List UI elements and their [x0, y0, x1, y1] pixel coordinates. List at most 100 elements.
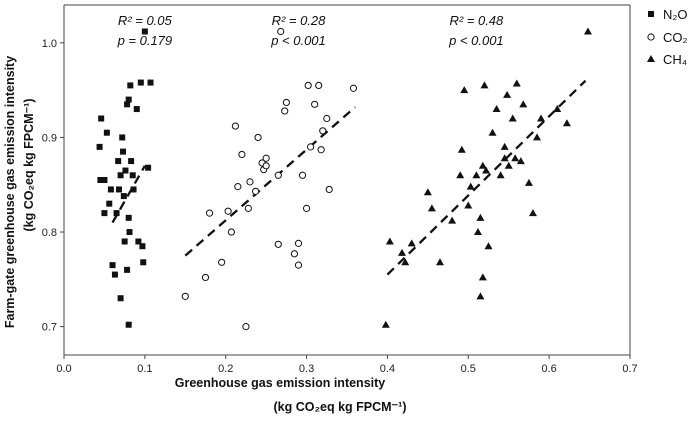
data-point-circle: [274, 171, 282, 179]
data-point-circle: [349, 84, 358, 92]
data-point-circle: [262, 154, 270, 162]
data-point-circle: [246, 178, 254, 186]
data-point-circle: [304, 81, 312, 90]
data-point-circle: [262, 162, 270, 170]
data-point-circle: [325, 185, 333, 194]
data-point-square: [147, 79, 154, 86]
axes: [63, 4, 631, 356]
data-point-circle: [307, 143, 315, 151]
data-point-triangle: [500, 142, 509, 150]
data-point-triangle: [476, 292, 485, 300]
data-point-triangle: [503, 90, 512, 98]
data-point-circle: [274, 240, 282, 248]
legend-marker-triangle: [647, 55, 655, 62]
data-point-triangle: [516, 157, 525, 165]
x-axis-title: Greenhouse gas emission intensity: [175, 376, 386, 390]
x-tick-label: 0.0: [56, 363, 71, 375]
y-axis-unit: (kg CO₂eq kg FPCM⁻¹): [22, 99, 36, 232]
data-point-circle: [281, 107, 289, 115]
data-point-square: [120, 193, 127, 200]
x-axis-unit: (kg CO₂eq kg FPCM⁻¹): [274, 400, 407, 414]
data-point-square: [111, 271, 118, 278]
trend-line-square: [111, 165, 146, 224]
data-point-circle: [242, 323, 250, 331]
data-point-square: [128, 158, 135, 165]
data-point-circle: [317, 146, 325, 154]
data-point-square: [101, 177, 108, 183]
data-point-triangle: [508, 114, 517, 122]
data-point-circle: [315, 81, 323, 90]
data-point-square: [115, 158, 122, 165]
data-point-square: [101, 210, 108, 217]
data-point-triangle: [381, 320, 390, 328]
data-point-circle: [319, 127, 327, 135]
r-squared-label: R² = 0.28: [272, 13, 327, 28]
data-point-square: [145, 164, 152, 171]
data-point-square: [133, 106, 140, 113]
markers: [96, 27, 592, 331]
x-tick-label: 0.1: [137, 363, 152, 375]
data-point-square: [117, 172, 124, 179]
data-point-circle: [181, 292, 189, 300]
data-point-square: [109, 262, 116, 269]
data-point-triangle: [457, 145, 466, 153]
r-squared-label: R² = 0.48: [449, 13, 504, 28]
y-axis-title: Farm-gate greenhouse gas emission intens…: [3, 56, 17, 328]
y-ticks: 0.7 0.8 0.9 1.0: [42, 38, 64, 334]
data-point-square: [127, 82, 134, 89]
p-value-label: p = 0.179: [117, 33, 173, 48]
data-point-triangle: [478, 161, 487, 169]
trend-line-triangle: [386, 79, 587, 276]
data-point-square: [125, 321, 132, 328]
data-point-square: [121, 238, 128, 245]
data-point-square: [126, 229, 133, 236]
data-point-square: [115, 186, 122, 193]
data-point-square: [130, 186, 137, 193]
data-point-circle: [277, 27, 285, 36]
data-point-square: [129, 172, 136, 179]
data-point-square: [139, 243, 146, 250]
data-point-square: [120, 148, 127, 155]
data-point-triangle: [423, 188, 432, 196]
data-point-triangle: [512, 79, 521, 87]
data-point-square: [97, 177, 104, 183]
data-point-triangle: [456, 171, 465, 179]
data-point-square: [98, 115, 105, 122]
data-point-circle: [218, 258, 226, 266]
data-point-triangle: [524, 178, 533, 186]
data-point-square: [103, 129, 110, 136]
data-point-circle: [302, 204, 311, 212]
data-point-circle: [290, 250, 299, 258]
legend: N₂O CO₂ CH₄: [647, 7, 688, 67]
data-point-triangle: [435, 258, 444, 266]
data-point-square: [140, 259, 147, 266]
legend-label: N₂O: [663, 7, 688, 22]
data-point-triangle: [385, 237, 394, 245]
data-point-square: [122, 167, 129, 174]
data-point-triangle: [583, 27, 592, 35]
data-point-circle: [238, 150, 246, 159]
data-point-triangle: [511, 154, 520, 162]
p-value-label: p < 0.001: [448, 33, 504, 48]
data-point-square: [124, 266, 131, 273]
data-point-square: [106, 200, 113, 207]
data-point-triangle: [478, 273, 487, 281]
data-point-triangle: [464, 201, 473, 209]
data-point-triangle: [496, 171, 505, 179]
data-point-square: [96, 143, 103, 150]
x-tick-label: 0.6: [541, 363, 556, 375]
data-point-triangle: [504, 161, 513, 169]
data-point-square: [113, 210, 120, 217]
x-ticks: 0.0 0.1 0.2 0.3 0.4 0.5 0.6 0.7: [56, 355, 638, 375]
data-point-triangle: [482, 166, 491, 174]
data-point-circle: [252, 187, 260, 195]
data-point-circle: [311, 100, 319, 108]
data-point-circle: [294, 239, 303, 247]
data-point-triangle: [473, 228, 482, 236]
x-tick-label: 0.7: [622, 363, 637, 375]
legend-marker-circle: [647, 33, 655, 41]
data-point-square: [107, 186, 114, 193]
data-point-circle: [224, 207, 232, 215]
